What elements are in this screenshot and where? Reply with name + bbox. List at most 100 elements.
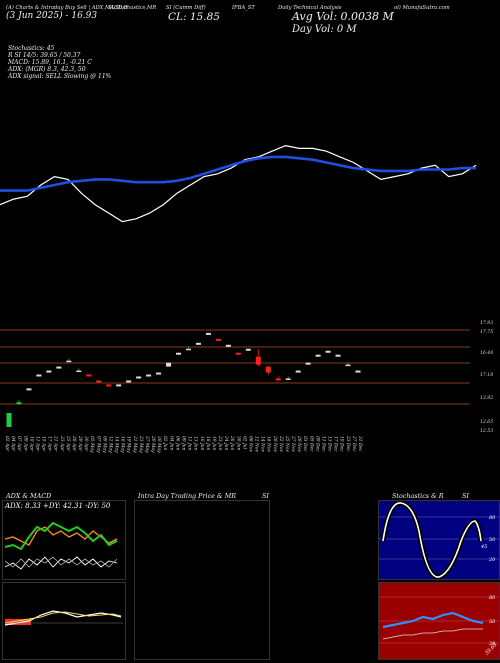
date-tick: 14 May <box>114 436 119 453</box>
date-tick: 02 Apr <box>4 436 9 452</box>
candle-body <box>225 344 231 347</box>
candle-body <box>295 370 301 373</box>
date-tick: 15 Apr <box>41 436 46 452</box>
rsi-reading: R SI 14/5: 39.65 / 50.37 <box>8 52 81 59</box>
date-tick: 22 Nov <box>278 435 283 452</box>
date-tick: 13 Jun <box>193 436 198 451</box>
price-tick: 13.92 <box>480 395 493 401</box>
date-tick: 29 Nov <box>296 435 301 452</box>
adx-signal-line <box>4 556 118 568</box>
date-tick: 04 Apr <box>10 436 15 452</box>
adx-signal: ADX signal: SELL Slowing @ 11% <box>8 73 112 80</box>
day-volume-label: Day Vol: 0 M <box>292 24 357 35</box>
candle-body <box>185 348 191 351</box>
date-tick: 14 Nov <box>260 436 265 452</box>
date-tick: 17 Apr <box>47 436 52 452</box>
candle-body <box>66 360 72 363</box>
date-tick: 29 May <box>150 435 155 453</box>
candle-body <box>215 338 221 341</box>
candle-body <box>126 380 132 383</box>
candle-body <box>106 384 112 387</box>
price-line <box>0 144 477 223</box>
rsi-tick-80: 80 <box>489 595 496 601</box>
moving-average-line <box>0 155 476 192</box>
candle-body <box>335 354 341 357</box>
stoch-value: 45 <box>480 544 487 550</box>
candle-body <box>96 380 102 383</box>
candle-body <box>235 352 241 355</box>
price-tick: 12.65 <box>480 419 493 425</box>
macd-reading: MACD: 15.89, 16.1, -0.21 C <box>8 59 92 66</box>
candle-body <box>86 374 92 377</box>
candle-body <box>285 378 291 380</box>
candle-body <box>355 370 361 373</box>
header-label-5: Daily Technical Analysis <box>278 5 342 11</box>
date-tick: 23 Apr <box>59 435 64 452</box>
rsi-tick-20: 20 <box>488 641 496 647</box>
date-tick: 31 Dec <box>357 436 362 452</box>
adx-reading: ADX: (MGR) 8.3, 42.3, 50 <box>8 66 86 73</box>
price-tick: 12.53 <box>480 428 493 434</box>
date-tick: 09 Apr <box>22 436 27 452</box>
date-tick: 16 May <box>120 436 125 453</box>
date-tick: 17 Dec <box>333 436 338 452</box>
price-tick: 17.75 <box>480 329 493 335</box>
date-tick: 19 May <box>126 436 131 453</box>
date-tick: 27 Dec <box>351 435 356 452</box>
stoch-tick-20: 20 <box>488 557 496 563</box>
adx-line <box>4 556 118 570</box>
price-levels <box>0 329 470 405</box>
date-tick: 13 Dec <box>327 436 332 452</box>
avg-volume-label: Avg Vol: 0.0038 M <box>292 10 394 23</box>
date-tick: 12 Nov <box>254 436 259 452</box>
macd-histogram-negative <box>5 619 31 625</box>
macd-line <box>4 610 122 626</box>
header-label-6: ol) MunafaSutra.com <box>394 5 450 11</box>
date-tick: 23 Dec <box>345 435 350 452</box>
header-label-1: (A) Charts & Intraday Buy Sell | ADX,MAC… <box>6 5 128 11</box>
price-axis: 17.93 17.75 16.48 17.18 13.92 12.65 12.53 <box>480 320 493 434</box>
stoch-lines: 80 50 20 45 <box>379 500 499 580</box>
stoch-tick-50: 50 <box>489 537 496 543</box>
date-tick: 02 Jun <box>162 436 167 451</box>
date-tick: 23 May <box>138 435 143 453</box>
date-tick: 04 Jun <box>168 436 173 451</box>
candle-body <box>255 356 261 365</box>
candle-body <box>195 342 201 345</box>
price-tick: 17.93 <box>480 320 493 326</box>
stoch-panel-si: SI <box>462 492 469 500</box>
stochastics-reading: Stochastics: 45 <box>8 45 55 52</box>
candle-body <box>265 366 271 373</box>
candle-body <box>26 388 32 391</box>
indicator-summary: Stochastics: 45 R SI 14/5: 39.65 / 50.37… <box>8 45 111 80</box>
date-tick: 12 May <box>108 436 113 453</box>
candle-body <box>116 384 122 387</box>
date-tick: 21 May <box>132 435 137 453</box>
candle-body <box>325 350 331 353</box>
date-tick: 11 Dec <box>321 436 326 452</box>
date-tick: 05 Dec <box>308 436 313 452</box>
rsi-lines: 80 50 20 39.65 <box>379 595 499 656</box>
candle-body <box>56 366 62 369</box>
candle-body <box>305 362 311 365</box>
close-price-label: CL: 15.85 <box>168 11 220 23</box>
candle-body <box>46 370 52 373</box>
stoch-k-line <box>382 502 482 578</box>
intraday-panel-title: Intra Day Trading Price & MR <box>138 492 237 500</box>
date-tick: 19 Dec <box>339 436 344 452</box>
date-tick: 09 Dec <box>314 436 319 452</box>
header-label-4: IFBA_ST <box>232 5 255 11</box>
candle-body <box>315 354 321 357</box>
date-tick: 03 Dec <box>302 436 307 452</box>
date-tick: 21 Apr <box>53 435 58 452</box>
stoch-d-line <box>380 500 484 580</box>
candle-body <box>205 332 211 335</box>
candle-body <box>156 372 162 375</box>
date-tick: 30 Jun <box>235 436 240 451</box>
minus-di-line <box>4 526 118 546</box>
header-label-3: SI (Cumm Diff) <box>166 5 206 11</box>
candle-body <box>275 378 281 381</box>
candle-body <box>76 370 82 373</box>
moving-average-layer <box>0 144 477 223</box>
candle-body <box>136 376 142 379</box>
